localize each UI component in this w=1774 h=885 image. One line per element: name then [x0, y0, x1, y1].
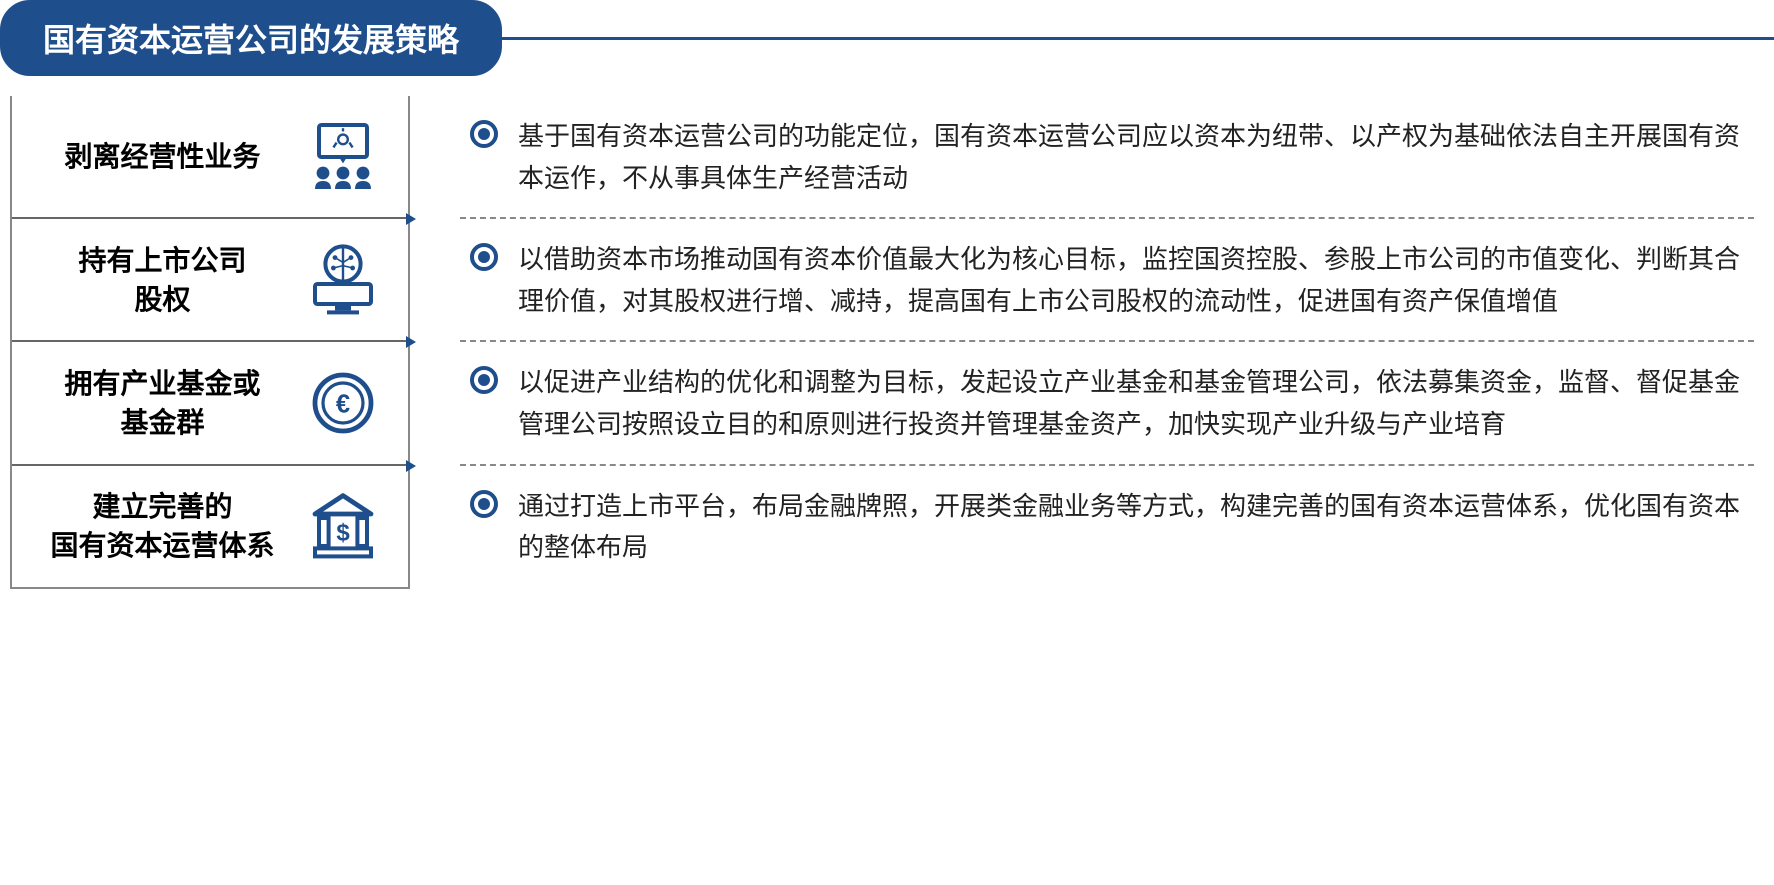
left-item-2: 持有上市公司股权 — [12, 219, 408, 342]
bullet-icon — [470, 243, 498, 271]
svg-text:€: € — [336, 391, 350, 419]
header-title: 国有资本运营公司的发展策略 — [0, 0, 502, 76]
presentation-icon — [303, 117, 383, 197]
desc-3: 以促进产业结构的优化和调整为目标，发起设立产业基金和基金管理公司，依法募集资金，… — [518, 362, 1764, 445]
right-item-2: 以借助资本市场推动国有资本价值最大化为核心目标，监控国资控股、参股上市公司的市值… — [460, 219, 1774, 342]
desc-1: 基于国有资本运营公司的功能定位，国有资本运营公司应以资本为纽带、以产权为基础依法… — [518, 116, 1764, 199]
left-panel: 剥离经营性业务 持有上市 — [10, 96, 410, 589]
desc-4: 通过打造上市平台，布局金融牌照，开展类金融业务等方式，构建完善的国有资本运营体系… — [518, 486, 1764, 569]
header-line — [482, 37, 1774, 40]
right-item-1: 基于国有资本运营公司的功能定位，国有资本运营公司应以资本为纽带、以产权为基础依法… — [460, 96, 1774, 219]
svg-text:$: $ — [336, 520, 350, 547]
right-item-3: 以促进产业结构的优化和调整为目标，发起设立产业基金和基金管理公司，依法募集资金，… — [460, 342, 1774, 465]
bank-dollar-icon: $ — [303, 486, 383, 566]
content: 剥离经营性业务 持有上市 — [0, 96, 1774, 589]
left-title-3: 拥有产业基金或基金群 — [37, 364, 288, 442]
right-panel: 基于国有资本运营公司的功能定位，国有资本运营公司应以资本为纽带、以产权为基础依法… — [410, 96, 1774, 589]
bullet-icon — [470, 366, 498, 394]
left-title-1: 剥离经营性业务 — [37, 137, 288, 176]
left-item-4: 建立完善的国有资本运营体系 $ — [12, 466, 408, 587]
bullet-icon — [470, 120, 498, 148]
brain-computer-icon — [303, 240, 383, 320]
header: 国有资本运营公司的发展策略 — [0, 0, 1774, 76]
left-title-4: 建立完善的国有资本运营体系 — [37, 487, 288, 565]
right-item-4: 通过打造上市平台，布局金融牌照，开展类金融业务等方式，构建完善的国有资本运营体系… — [460, 466, 1774, 589]
bullet-icon — [470, 490, 498, 518]
left-title-2: 持有上市公司股权 — [37, 241, 288, 319]
euro-coin-icon: € — [303, 363, 383, 443]
desc-2: 以借助资本市场推动国有资本价值最大化为核心目标，监控国资控股、参股上市公司的市值… — [518, 239, 1764, 322]
left-item-1: 剥离经营性业务 — [12, 96, 408, 219]
left-item-3: 拥有产业基金或基金群 € — [12, 342, 408, 465]
